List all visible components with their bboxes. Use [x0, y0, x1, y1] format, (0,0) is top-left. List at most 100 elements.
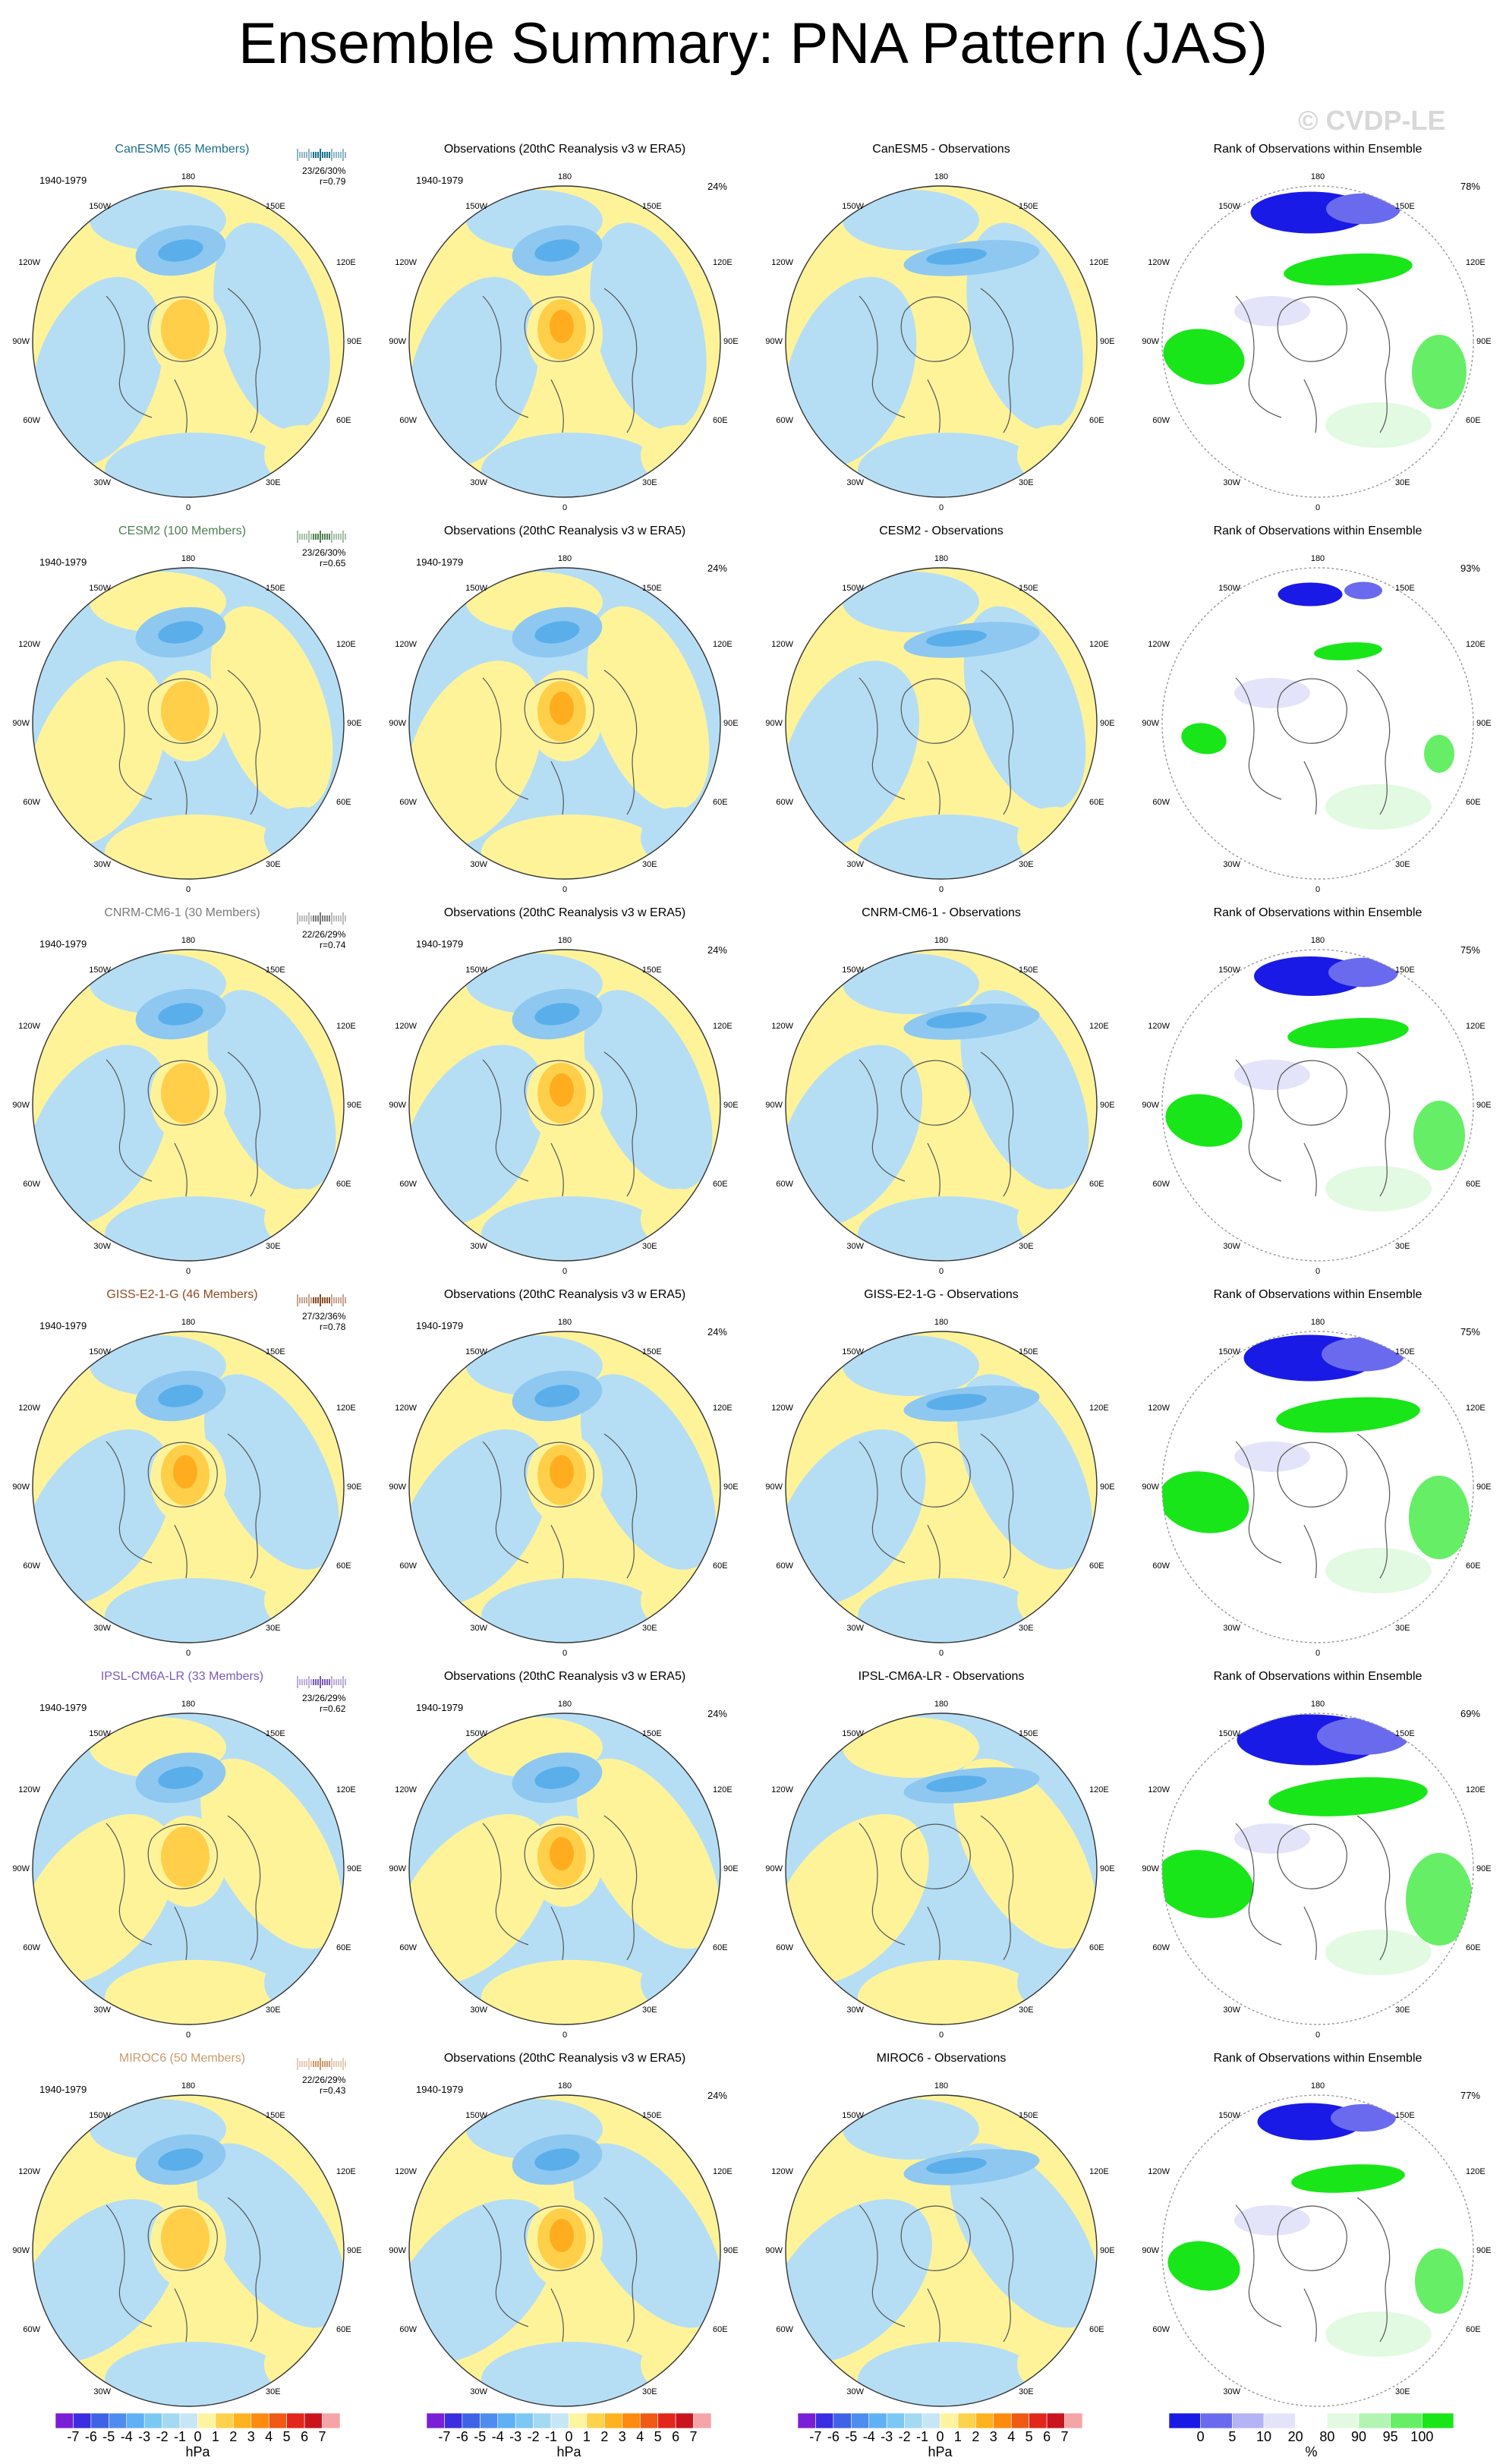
- map-label-tl: 150W: [842, 584, 864, 593]
- coastline-arctic: [1277, 678, 1347, 744]
- anomaly-region: [534, 2148, 580, 2171]
- map-boundary: [1161, 2094, 1474, 2407]
- map-label-top: 180: [934, 1700, 949, 1709]
- map-label-ml: 90W: [1142, 1101, 1159, 1110]
- map-label-ul: 120W: [771, 1785, 793, 1794]
- map-boundary: [785, 1331, 1098, 1643]
- observations-panel: Observations (20thC Reanalysis v3 w ERA5…: [376, 885, 753, 1276]
- observations-panel: Observations (20thC Reanalysis v3 w ERA5…: [376, 503, 753, 894]
- colorbar-tick: -1: [916, 2429, 929, 2444]
- coastline-arctic: [900, 678, 971, 744]
- map-label-br: 30E: [642, 1242, 657, 1251]
- member-ticks-icon: [297, 1294, 346, 1306]
- coastline-america: [1235, 1823, 1282, 1946]
- coastline-america: [106, 677, 153, 800]
- coastline-arctic: [900, 1060, 971, 1126]
- colorbar-swatch: [922, 2412, 940, 2429]
- colorbar-swatch: [975, 2412, 994, 2429]
- map-label-lr: 60E: [1089, 1180, 1104, 1189]
- map-label-br: 30E: [1019, 860, 1034, 869]
- map-label-lr: 60E: [1089, 416, 1104, 425]
- obs-map: [408, 1713, 721, 2025]
- colorbar-swatch: [851, 2412, 870, 2429]
- coastline-arctic: [147, 1823, 218, 1889]
- ensemble-stats: 23/26/30% r=0.79: [302, 165, 345, 187]
- colorbar-unit: %: [1305, 2444, 1318, 2459]
- coastline-arctic: [147, 1442, 218, 1508]
- map-label-ur: 120E: [336, 1022, 356, 1031]
- coastline-eurasia: [980, 670, 1014, 815]
- map-label-ur: 120E: [713, 1022, 733, 1031]
- anomaly-region: [641, 807, 717, 868]
- anomaly-region: [1017, 1952, 1093, 2013]
- colorbar-swatch: [957, 2412, 976, 2429]
- map-label-br: 30E: [642, 2387, 657, 2396]
- map-label-br: 30E: [1019, 1242, 1034, 1251]
- coastline-arctic: [1277, 296, 1347, 362]
- map-label-ul: 120W: [395, 258, 417, 267]
- rank-pct: 75%: [1460, 1326, 1480, 1338]
- colorbar-swatch: [886, 2412, 905, 2429]
- anomaly-region: [158, 2148, 203, 2171]
- anomaly-region: [33, 2199, 179, 2363]
- ensemble-spread: 23/26/30%: [302, 547, 346, 558]
- anomaly-region: [1325, 1548, 1432, 1593]
- map-label-ml: 90W: [389, 719, 406, 728]
- coastline-europe: [174, 2288, 187, 2343]
- map-label-top: 180: [1310, 1700, 1325, 1709]
- colorbar-swatch: [1064, 2412, 1083, 2429]
- anomaly-region: [1234, 1060, 1310, 1090]
- map-label-tr: 150E: [1019, 1347, 1038, 1356]
- coastline-europe: [927, 1524, 940, 1579]
- anomaly-region: [158, 1385, 203, 1407]
- map-boundary: [408, 567, 721, 880]
- anomaly-region: [1181, 723, 1227, 755]
- anomaly-region: [1291, 2164, 1405, 2193]
- map-label-br: 30E: [1019, 1624, 1034, 1633]
- anomaly-region: [33, 276, 164, 468]
- ensemble-field: [33, 2095, 344, 2406]
- coastline-europe: [927, 1142, 940, 1197]
- rank-panel: Rank of Observations within Ensemble 75% 1…: [1130, 885, 1506, 1276]
- anomaly-region: [161, 299, 210, 360]
- map-label-bl: 30W: [470, 2387, 487, 2396]
- map-label-ur: 120E: [1089, 1022, 1109, 1031]
- map-label-lr: 60E: [1089, 2325, 1104, 2334]
- map-boundary: [408, 185, 721, 498]
- map-label-top: 180: [934, 2081, 949, 2091]
- map-label-ur: 120E: [713, 1404, 733, 1413]
- map-label-ul: 120W: [1148, 1785, 1170, 1794]
- map-label-mr: 90E: [723, 337, 739, 346]
- colorbar-swatch: [1422, 2412, 1454, 2429]
- coastline-america: [1235, 1059, 1282, 1182]
- colorbar-swatch: [197, 2412, 216, 2429]
- map-label-bottom: 0: [185, 1267, 191, 1276]
- anomaly-region: [786, 660, 919, 847]
- colorbar-tick: 6: [1043, 2429, 1051, 2444]
- map-label-bottom: 0: [938, 1267, 944, 1276]
- map-label-bottom: 0: [1315, 1649, 1321, 1658]
- anomaly-region: [197, 2143, 344, 2328]
- map-label-lr: 60E: [336, 1561, 351, 1571]
- coastline-arctic: [900, 296, 971, 362]
- map-label-ml: 90W: [765, 1864, 783, 1873]
- ensemble-correlation: r=0.43: [320, 2085, 346, 2096]
- rank-panel: Rank of Observations within Ensemble 77% 1…: [1130, 2031, 1506, 2421]
- colorbar-swatch: [693, 2412, 712, 2429]
- anomaly-region: [264, 425, 340, 486]
- ensemble-title: IPSL-CM6A-LR (33 Members): [100, 1670, 264, 1683]
- map-boundary: [32, 185, 345, 498]
- coastline-america: [106, 1059, 153, 1182]
- map-label-ll: 60W: [776, 1943, 793, 1952]
- colorbar-swatch: [1046, 2412, 1065, 2429]
- map-boundary: [32, 2094, 345, 2407]
- coastline-america: [859, 1059, 906, 1182]
- observations-period: 1940-1979: [416, 1320, 464, 1331]
- rank-map: [1161, 1331, 1474, 1643]
- anomaly-region: [926, 630, 987, 647]
- map-label-mr: 90E: [723, 2246, 739, 2255]
- anomaly-region: [1322, 1337, 1405, 1372]
- colorbar-swatch: [1232, 2412, 1265, 2429]
- map-label-br: 30E: [642, 2006, 657, 2015]
- coastline-europe: [927, 1906, 940, 1961]
